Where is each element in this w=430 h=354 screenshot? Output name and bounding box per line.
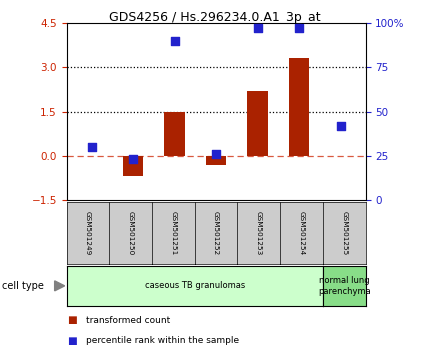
Point xyxy=(88,144,95,150)
Bar xyxy=(164,112,185,156)
Text: percentile rank within the sample: percentile rank within the sample xyxy=(86,336,239,346)
Text: GSM501252: GSM501252 xyxy=(213,211,219,255)
Text: GSM501255: GSM501255 xyxy=(341,211,347,255)
Point xyxy=(213,151,220,157)
Text: GSM501254: GSM501254 xyxy=(298,211,304,255)
Text: cell type: cell type xyxy=(2,281,44,291)
Text: GSM501251: GSM501251 xyxy=(170,211,176,255)
Bar xyxy=(206,156,227,165)
Text: ■: ■ xyxy=(67,336,77,346)
Point xyxy=(296,25,303,31)
Bar xyxy=(289,58,310,156)
Text: GDS4256 / Hs.296234.0.A1_3p_at: GDS4256 / Hs.296234.0.A1_3p_at xyxy=(109,11,321,24)
Text: caseous TB granulomas: caseous TB granulomas xyxy=(144,281,245,290)
Polygon shape xyxy=(55,281,64,291)
Bar xyxy=(123,156,144,176)
Point xyxy=(129,156,136,162)
Point xyxy=(254,25,261,31)
Text: transformed count: transformed count xyxy=(86,316,170,325)
Point xyxy=(337,123,344,129)
Point xyxy=(171,38,178,44)
Text: GSM501250: GSM501250 xyxy=(128,211,134,255)
Bar xyxy=(247,91,268,156)
Text: GSM501249: GSM501249 xyxy=(85,211,91,255)
Text: normal lung
parenchyma: normal lung parenchyma xyxy=(318,276,371,296)
Text: ■: ■ xyxy=(67,315,77,325)
Text: GSM501253: GSM501253 xyxy=(256,211,262,255)
